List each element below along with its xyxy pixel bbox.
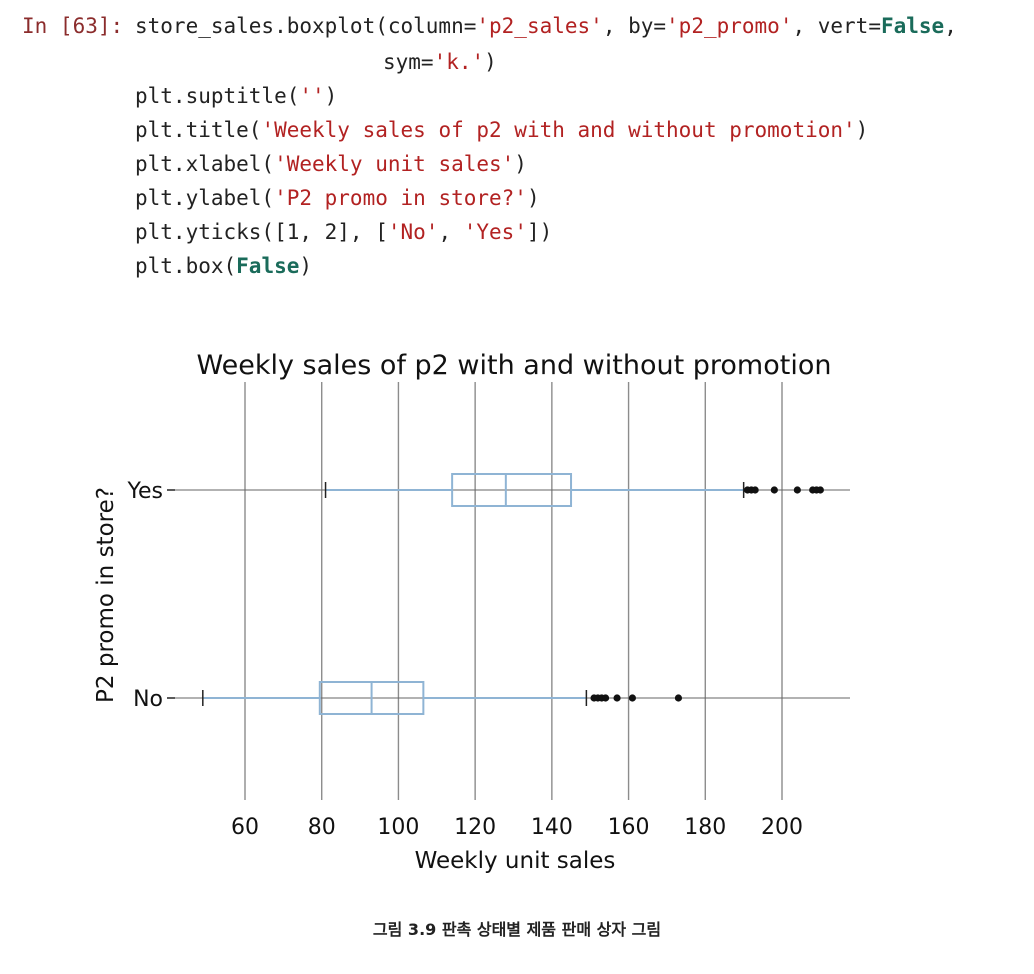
code-token: ''	[299, 84, 325, 108]
outlier-point	[751, 486, 759, 494]
code-token: )	[526, 186, 540, 210]
code-token: plt.suptitle(	[135, 84, 300, 108]
code-line: store_sales.boxplot(column='p2_sales', b…	[135, 14, 957, 38]
code-cell: In [63]: store_sales.boxplot(column='p2_…	[0, 0, 1034, 300]
outlier-point	[613, 694, 621, 702]
grid-lines	[175, 382, 850, 800]
outlier-point	[674, 694, 683, 702]
code-token: sym=	[383, 50, 434, 74]
code-token: ])	[526, 220, 553, 244]
input-prompt: In [63]:	[22, 14, 124, 38]
outlier-point	[601, 694, 610, 702]
code-token: 'Weekly sales of p2 with and without pro…	[261, 118, 856, 142]
code-line: plt.yticks([1, 2], ['No', 'Yes'])	[135, 220, 552, 244]
x-tick-label: 200	[761, 815, 803, 840]
code-token: 'Weekly unit sales'	[274, 152, 515, 176]
code-line: plt.xlabel('Weekly unit sales')	[135, 152, 527, 176]
code-token: )	[484, 50, 497, 74]
y-axis-label: P2 promo in store?	[93, 487, 119, 703]
outlier-point	[793, 486, 801, 494]
code-token: 'No'	[387, 220, 439, 244]
code-token: )	[514, 152, 527, 176]
code-token: plt.ylabel(	[135, 186, 275, 210]
code-token: plt.yticks([1, 2], [	[135, 220, 388, 244]
code-line: plt.title('Weekly sales of p2 with and w…	[135, 118, 868, 142]
code-token: )	[855, 118, 869, 142]
outlier-point	[816, 486, 824, 494]
code-token: ,	[438, 220, 464, 244]
boxplot-chart: Weekly sales of p2 with and without prom…	[93, 350, 850, 874]
code-token: 'Yes'	[463, 220, 527, 244]
code-line: plt.ylabel('P2 promo in store?')	[135, 186, 540, 210]
outlier-point	[628, 694, 637, 702]
code-token: plt.xlabel(	[135, 152, 275, 176]
code-token: )	[299, 254, 313, 278]
x-tick-label: 60	[231, 815, 259, 840]
box-iqr	[451, 473, 573, 507]
box-series	[202, 473, 824, 715]
code-token: )	[324, 84, 338, 108]
code-token: 'p2_promo'	[666, 14, 793, 38]
y-tick-label: No	[133, 687, 163, 712]
chart-title: Weekly sales of p2 with and without prom…	[197, 350, 832, 381]
y-tick-label: Yes	[126, 479, 163, 504]
y-axis-ticks: No Yes	[126, 479, 175, 712]
outlier-point	[770, 486, 778, 494]
x-tick-label: 100	[377, 815, 419, 840]
code-line: plt.box(False)	[135, 254, 312, 278]
code-token: , vert=	[792, 14, 881, 38]
code-line: sym='k.')	[383, 50, 497, 74]
code-token: store_sales.boxplot(column=	[135, 14, 477, 38]
x-tick-label: 80	[308, 815, 336, 840]
code-token: 'k.'	[433, 50, 485, 74]
code-line: plt.suptitle('')	[135, 84, 337, 108]
code-token: False	[236, 254, 300, 278]
code-token: ,	[944, 14, 957, 38]
x-axis-ticks: 60 80 100 120 140 160 180 200	[231, 815, 803, 840]
code-token: plt.title(	[135, 118, 262, 142]
figure-caption: 그림 3.9 판촉 상태별 제품 판매 상자 그림	[372, 920, 662, 939]
code-token: plt.box(	[135, 254, 237, 278]
x-tick-label: 180	[684, 815, 726, 840]
x-tick-label: 120	[454, 815, 496, 840]
code-token: 'p2_sales'	[476, 14, 603, 38]
code-token: , by=	[602, 14, 667, 38]
code-token: 'P2 promo in store?'	[274, 186, 527, 210]
code-token: False	[880, 14, 945, 38]
x-tick-label: 140	[531, 815, 573, 840]
x-tick-label: 160	[608, 815, 650, 840]
x-axis-label: Weekly unit sales	[415, 848, 616, 874]
